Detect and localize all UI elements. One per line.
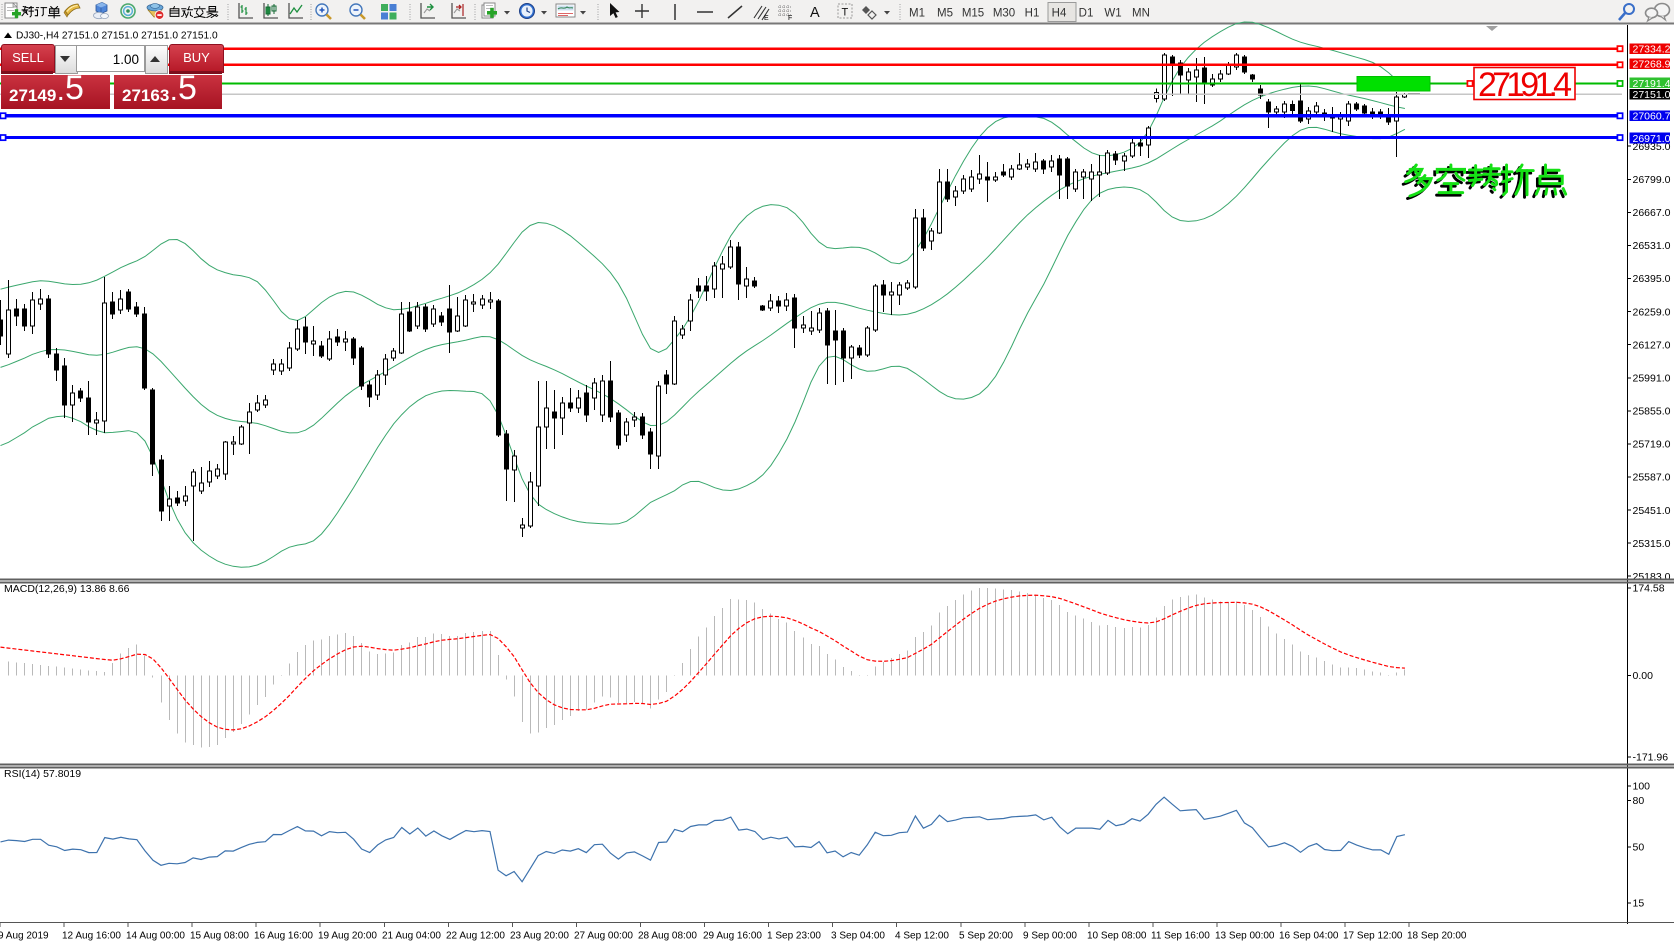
svg-text:25183.0: 25183.0: [1633, 571, 1671, 583]
svg-text:F: F: [788, 15, 792, 22]
svg-text:23 Aug 20:00: 23 Aug 20:00: [510, 931, 569, 942]
svg-text:3 Sep 04:00: 3 Sep 04:00: [831, 931, 885, 942]
svg-text:9 Aug 2019: 9 Aug 2019: [0, 931, 49, 942]
svg-text:16 Aug 16:00: 16 Aug 16:00: [254, 931, 313, 942]
svg-text:M30: M30: [993, 8, 1015, 20]
svg-text:26935.0: 26935.0: [1633, 141, 1671, 153]
svg-text:DJ30-,H4 27151.0 27151.0 2715: DJ30-,H4 27151.0 27151.0 27151.0 27151.0: [16, 31, 218, 42]
svg-text:10 Sep 08:00: 10 Sep 08:00: [1087, 931, 1147, 942]
svg-text:27060.7: 27060.7: [1633, 111, 1671, 123]
svg-text:27191.4: 27191.4: [1478, 66, 1572, 104]
svg-text:MN: MN: [1132, 8, 1150, 20]
svg-text:16 Sep 04:00: 16 Sep 04:00: [1279, 931, 1339, 942]
svg-text:H1: H1: [1025, 8, 1040, 20]
svg-text:26395.0: 26395.0: [1633, 273, 1671, 285]
svg-text:M5: M5: [937, 8, 953, 20]
svg-text:174.58: 174.58: [1633, 583, 1665, 595]
svg-text:D1: D1: [1079, 8, 1094, 20]
svg-text:29 Aug 16:00: 29 Aug 16:00: [703, 931, 762, 942]
svg-text:19 Aug 20:00: 19 Aug 20:00: [318, 931, 377, 942]
svg-text:25315.0: 25315.0: [1633, 538, 1671, 550]
svg-text:80: 80: [1633, 795, 1645, 807]
svg-text:A: A: [810, 5, 820, 21]
svg-text:M1: M1: [909, 8, 925, 20]
svg-text:MACD(12,26,9) 13.86 8.66: MACD(12,26,9) 13.86 8.66: [4, 583, 130, 595]
svg-text:26259.0: 26259.0: [1633, 306, 1671, 318]
svg-text:25587.0: 25587.0: [1633, 472, 1671, 484]
svg-text:-171.96: -171.96: [1633, 752, 1669, 764]
svg-text:E: E: [764, 15, 769, 22]
svg-text:27268.9: 27268.9: [1633, 59, 1671, 71]
svg-text:25855.0: 25855.0: [1633, 406, 1671, 418]
svg-text:H4: H4: [1052, 8, 1067, 20]
svg-text:9 Sep 00:00: 9 Sep 00:00: [1023, 931, 1077, 942]
svg-text:18 Sep 20:00: 18 Sep 20:00: [1407, 931, 1467, 942]
svg-text:26971.0: 26971.0: [1633, 133, 1671, 145]
svg-text:27191.4: 27191.4: [1633, 78, 1671, 90]
svg-text:11 Sep 16:00: 11 Sep 16:00: [1151, 931, 1210, 942]
svg-text:27151.0: 27151.0: [1633, 89, 1671, 101]
svg-text:17 Sep 12:00: 17 Sep 12:00: [1343, 931, 1403, 942]
svg-text:14 Aug 00:00: 14 Aug 00:00: [126, 931, 185, 942]
svg-text:25719.0: 25719.0: [1633, 439, 1671, 451]
svg-text:RSI(14) 57.8019: RSI(14) 57.8019: [4, 768, 81, 780]
svg-text:M15: M15: [962, 8, 984, 20]
svg-text:5 Sep 20:00: 5 Sep 20:00: [959, 931, 1013, 942]
svg-text:15 Aug 08:00: 15 Aug 08:00: [190, 931, 249, 942]
svg-text:T: T: [842, 7, 849, 19]
svg-text:50: 50: [1633, 842, 1645, 854]
svg-text:26667.0: 26667.0: [1633, 207, 1671, 219]
svg-text:28 Aug 08:00: 28 Aug 08:00: [638, 931, 697, 942]
svg-text:25451.0: 25451.0: [1633, 505, 1671, 517]
svg-text:12 Aug 16:00: 12 Aug 16:00: [62, 931, 121, 942]
svg-text:22 Aug 12:00: 22 Aug 12:00: [446, 931, 505, 942]
svg-text:15: 15: [1633, 898, 1645, 910]
svg-text:27334.2: 27334.2: [1633, 44, 1671, 56]
svg-text:100: 100: [1633, 781, 1651, 793]
svg-text:1 Sep 23:00: 1 Sep 23:00: [767, 931, 821, 942]
svg-text:26127.0: 26127.0: [1633, 339, 1671, 351]
svg-text:26799.0: 26799.0: [1633, 174, 1671, 186]
svg-text:25991.0: 25991.0: [1633, 373, 1671, 385]
svg-text:26531.0: 26531.0: [1633, 240, 1671, 252]
svg-text:4 Sep 12:00: 4 Sep 12:00: [895, 931, 949, 942]
svg-text:0.00: 0.00: [1633, 670, 1654, 682]
svg-text:21 Aug 04:00: 21 Aug 04:00: [382, 931, 441, 942]
svg-text:13 Sep 00:00: 13 Sep 00:00: [1215, 931, 1275, 942]
svg-text:27 Aug 00:00: 27 Aug 00:00: [574, 931, 633, 942]
svg-text:W1: W1: [1104, 8, 1121, 20]
